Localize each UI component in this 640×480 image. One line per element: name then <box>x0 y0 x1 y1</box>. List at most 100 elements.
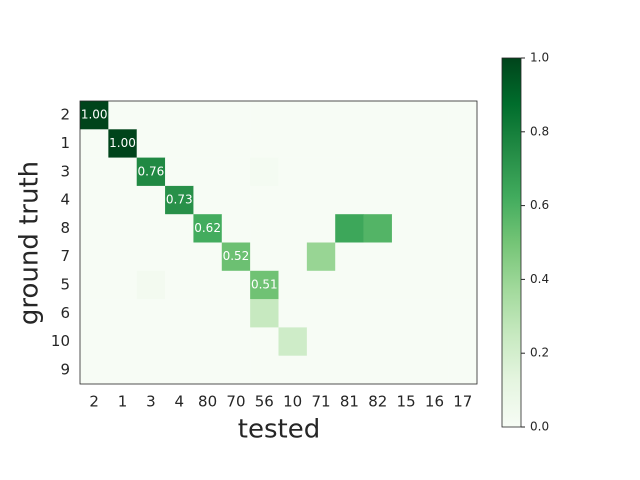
heatmap-cell <box>250 327 279 356</box>
heatmap-cell <box>136 214 166 243</box>
y-tick-label: 4 <box>60 191 70 209</box>
heatmap-cell <box>250 242 279 272</box>
heatmap-cell <box>250 299 279 328</box>
heatmap-cell <box>278 214 308 243</box>
heatmap-cell <box>136 299 166 328</box>
heatmap-cell <box>193 270 223 300</box>
heatmap-cell <box>420 185 449 215</box>
heatmap-cell <box>136 129 166 158</box>
heatmap-cell <box>80 327 109 356</box>
cell-label: 1.00 <box>109 136 136 150</box>
heatmap-cell <box>108 270 138 300</box>
heatmap-cell <box>335 101 364 130</box>
heatmap-cell <box>221 185 251 215</box>
y-tick-label: 6 <box>60 304 70 322</box>
heatmap-cell <box>448 270 478 300</box>
heatmap-cell <box>165 327 194 356</box>
heatmap-cell <box>363 129 393 158</box>
colorbar-tick-label: 0.0 <box>530 420 549 434</box>
heatmap-cell <box>80 270 109 300</box>
heatmap-cell <box>306 157 336 187</box>
heatmap-cell <box>165 299 194 328</box>
heatmap-cell <box>108 299 138 328</box>
y-tick-label: 8 <box>60 219 70 237</box>
heatmap-cell <box>80 157 109 187</box>
cell-label: 0.62 <box>194 221 221 235</box>
heatmap-cell <box>250 129 279 158</box>
heatmap-cell <box>420 157 449 187</box>
heatmap-cell <box>80 299 109 328</box>
heatmap-cell <box>363 214 393 243</box>
heatmap-cell <box>80 101 109 130</box>
heatmap-cell <box>165 355 194 385</box>
heatmap-cell <box>420 214 449 243</box>
colorbar-tick-label: 0.6 <box>530 198 549 212</box>
heatmap-cell <box>448 101 478 130</box>
heatmap-cell <box>448 299 478 328</box>
heatmap-cell <box>221 270 251 300</box>
heatmap-cell <box>221 299 251 328</box>
heatmap-cell <box>335 242 364 272</box>
heatmap-cell <box>221 355 251 385</box>
heatmap-cell <box>136 101 166 130</box>
heatmap-cell <box>136 270 166 300</box>
cell-label: 0.76 <box>138 164 165 178</box>
heatmap-cell <box>165 185 194 215</box>
colorbar-tick-label: 0.2 <box>530 346 549 360</box>
heatmap-cell <box>391 299 421 328</box>
heatmap-cell <box>448 242 478 272</box>
cell-label: 0.52 <box>223 249 250 263</box>
heatmap-cell <box>108 355 138 385</box>
x-tick-label: 56 <box>255 393 274 411</box>
heatmap-cell <box>391 214 421 243</box>
heatmap-cell <box>391 129 421 158</box>
heatmap-cell <box>306 270 336 300</box>
heatmap-cell <box>420 129 449 158</box>
x-tick-label: 16 <box>425 393 444 411</box>
heatmap-cell <box>448 355 478 385</box>
colorbar-tick-label: 0.4 <box>530 272 549 286</box>
heatmap-cell <box>420 101 449 130</box>
heatmap-cell <box>278 101 308 130</box>
x-axis-label: tested <box>238 415 320 445</box>
heatmap-cell <box>165 157 194 187</box>
heatmap-cell <box>250 355 279 385</box>
heatmap-cell <box>108 214 138 243</box>
heatmap-cell <box>278 185 308 215</box>
y-tick-label: 10 <box>51 332 70 350</box>
y-tick-label: 1 <box>60 134 70 152</box>
heatmap-cell <box>193 185 223 215</box>
heatmap-cell <box>165 214 194 243</box>
heatmap-cell <box>391 101 421 130</box>
cell-label: 0.51 <box>251 277 278 291</box>
heatmap-cell <box>448 214 478 243</box>
heatmap-cell <box>108 101 138 130</box>
heatmap-cell <box>250 185 279 215</box>
heatmap-cell <box>448 185 478 215</box>
heatmap-cell <box>250 101 279 130</box>
heatmap-cell <box>108 185 138 215</box>
heatmap-cell <box>136 185 166 215</box>
y-tick-label: 2 <box>60 106 70 124</box>
colorbar-tick-label: 0.8 <box>530 124 549 138</box>
x-tick-label: 2 <box>89 393 99 411</box>
heatmap-cell <box>391 270 421 300</box>
heatmap-cell <box>335 270 364 300</box>
heatmap-cell <box>391 157 421 187</box>
y-tick-label: 9 <box>60 360 70 378</box>
heatmap-cell <box>278 299 308 328</box>
heatmap-cell <box>335 185 364 215</box>
y-tick-label: 3 <box>60 162 70 180</box>
heatmap-cell <box>363 101 393 130</box>
heatmap-cell <box>278 327 308 356</box>
heatmap-cell <box>221 157 251 187</box>
x-tick-label: 70 <box>226 393 245 411</box>
heatmap-cell <box>193 242 223 272</box>
heatmap-cell <box>391 185 421 215</box>
heatmap-cell <box>278 270 308 300</box>
heatmap-cell <box>420 327 449 356</box>
x-tick-label: 81 <box>340 393 359 411</box>
heatmap-cell <box>108 157 138 187</box>
heatmap-cell <box>448 129 478 158</box>
y-axis-label: ground truth <box>15 161 45 325</box>
